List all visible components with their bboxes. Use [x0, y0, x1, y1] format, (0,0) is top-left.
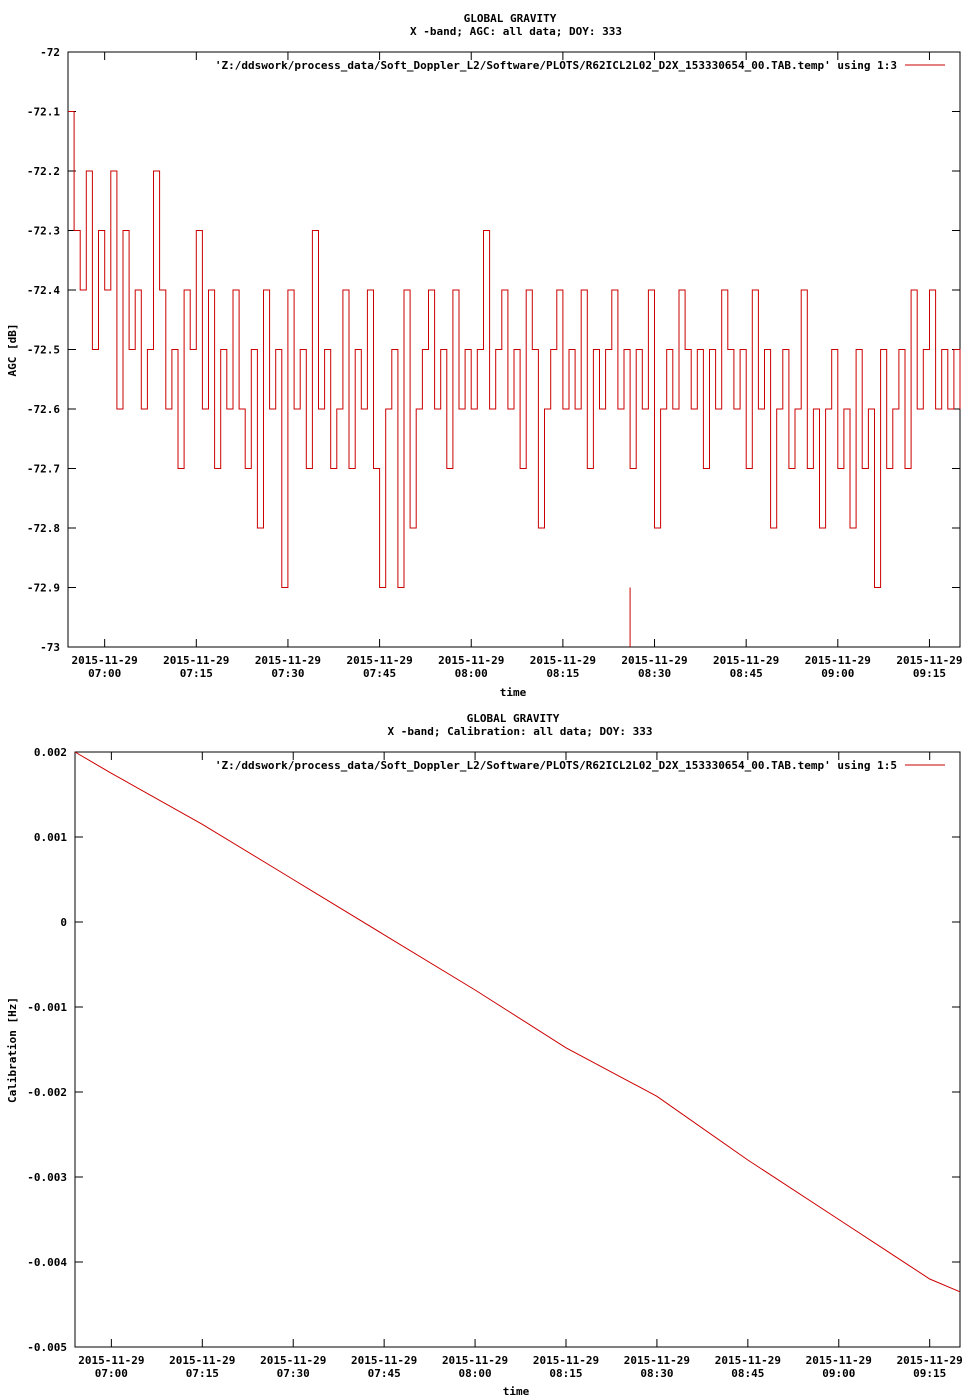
x-tick-label: 08:00 — [459, 1367, 492, 1380]
x-tick-date-label: 2015-11-29 — [805, 654, 871, 667]
y-axis-label: AGC [dB] — [6, 324, 19, 377]
x-tick-date-label: 2015-11-29 — [897, 1354, 963, 1367]
y-tick-label: -0.001 — [27, 1001, 67, 1014]
chart-subtitle: X -band; AGC: all data; DOY: 333 — [410, 25, 622, 38]
x-tick-label: 07:15 — [180, 667, 213, 680]
y-tick-label: -0.003 — [27, 1171, 67, 1184]
x-tick-date-label: 2015-11-29 — [806, 1354, 872, 1367]
y-tick-label: -72.6 — [27, 403, 60, 416]
x-tick-label: 07:30 — [277, 1367, 310, 1380]
x-tick-label: 09:15 — [913, 667, 946, 680]
x-tick-label: 08:45 — [730, 667, 763, 680]
x-tick-label: 08:15 — [549, 1367, 582, 1380]
y-tick-label: 0.002 — [34, 746, 67, 759]
x-tick-date-label: 2015-11-29 — [78, 1354, 144, 1367]
agc-plot-area: -72 -72.1 -72.2 -72.3 -72.4 -72.5 -72.6 -72.7 -7… — [27, 46, 963, 680]
calibration-chart: GLOBAL GRAVITY X -band; Calibration: all… — [6, 712, 963, 1398]
y-axis-label: Calibration [Hz] — [6, 997, 19, 1103]
y-tick-label: -0.005 — [27, 1341, 67, 1354]
chart-title: GLOBAL GRAVITY — [467, 712, 560, 725]
x-tick-date-label: 2015-11-29 — [533, 1354, 599, 1367]
x-axis-label: time — [503, 1385, 530, 1398]
x-tick-label: 07:45 — [368, 1367, 401, 1380]
x-tick-date-label: 2015-11-29 — [72, 654, 138, 667]
y-tick-label: 0 — [60, 916, 67, 929]
legend-label: 'Z:/ddswork/process_data/Soft_Doppler_L2… — [215, 59, 897, 72]
x-tick-date-label: 2015-11-29 — [442, 1354, 508, 1367]
x-tick-label: 08:00 — [455, 667, 488, 680]
chart-title: GLOBAL GRAVITY — [464, 12, 557, 25]
y-tick-label: -72.5 — [27, 344, 60, 357]
x-tick-date-label: 2015-11-29 — [163, 654, 229, 667]
calibration-plot-area: 0.002 0.001 0 -0.001 -0.002 -0.003 -0.004 -0.00… — [27, 746, 963, 1380]
legend-label: 'Z:/ddswork/process_data/Soft_Doppler_L2… — [215, 759, 897, 772]
y-tick-label: -72.7 — [27, 463, 60, 476]
chart-subtitle: X -band; Calibration: all data; DOY: 333 — [388, 725, 653, 738]
y-tick-label: -73 — [40, 641, 60, 654]
x-tick-label: 09:00 — [821, 667, 854, 680]
x-tick-date-label: 2015-11-29 — [255, 654, 321, 667]
x-tick-label: 08:30 — [638, 667, 671, 680]
y-tick-label: -72.3 — [27, 225, 60, 238]
x-tick-label: 07:00 — [95, 1367, 128, 1380]
y-tick-label: -72 — [40, 46, 60, 59]
agc-chart: GLOBAL GRAVITY X -band; AGC: all data; D… — [6, 12, 963, 699]
x-tick-date-label: 2015-11-29 — [351, 1354, 417, 1367]
x-tick-label: 08:45 — [731, 1367, 764, 1380]
y-tick-label: -0.004 — [27, 1256, 67, 1269]
x-tick-date-label: 2015-11-29 — [260, 1354, 326, 1367]
x-tick-date-label: 2015-11-29 — [713, 654, 779, 667]
x-tick-date-label: 2015-11-29 — [624, 1354, 690, 1367]
x-axis-label: time — [500, 686, 527, 699]
data-series-line — [74, 751, 961, 1293]
x-tick-date-label: 2015-11-29 — [530, 654, 596, 667]
x-tick-label: 08:15 — [546, 667, 579, 680]
x-tick-date-label: 2015-11-29 — [438, 654, 504, 667]
y-tick-label: -0.002 — [27, 1086, 67, 1099]
y-tick-label: -72.1 — [27, 106, 60, 119]
y-tick-label: -72.9 — [27, 582, 60, 595]
x-tick-date-label: 2015-11-29 — [896, 654, 962, 667]
x-tick-date-label: 2015-11-29 — [715, 1354, 781, 1367]
y-tick-label: -72.8 — [27, 522, 60, 535]
x-tick-label: 09:00 — [822, 1367, 855, 1380]
x-tick-date-label: 2015-11-29 — [346, 654, 412, 667]
x-tick-date-label: 2015-11-29 — [621, 654, 687, 667]
x-tick-label: 07:00 — [88, 667, 121, 680]
x-tick-label: 07:30 — [271, 667, 304, 680]
x-tick-label: 09:15 — [913, 1367, 946, 1380]
y-tick-label: -72.4 — [27, 284, 60, 297]
plot-frame — [74, 751, 961, 1348]
x-tick-label: 07:45 — [363, 667, 396, 680]
y-tick-label: -72.2 — [27, 165, 60, 178]
x-tick-label: 07:15 — [186, 1367, 219, 1380]
x-tick-label: 08:30 — [640, 1367, 673, 1380]
data-series-line — [68, 111, 961, 588]
y-tick-label: 0.001 — [34, 831, 67, 844]
x-tick-date-label: 2015-11-29 — [169, 1354, 235, 1367]
